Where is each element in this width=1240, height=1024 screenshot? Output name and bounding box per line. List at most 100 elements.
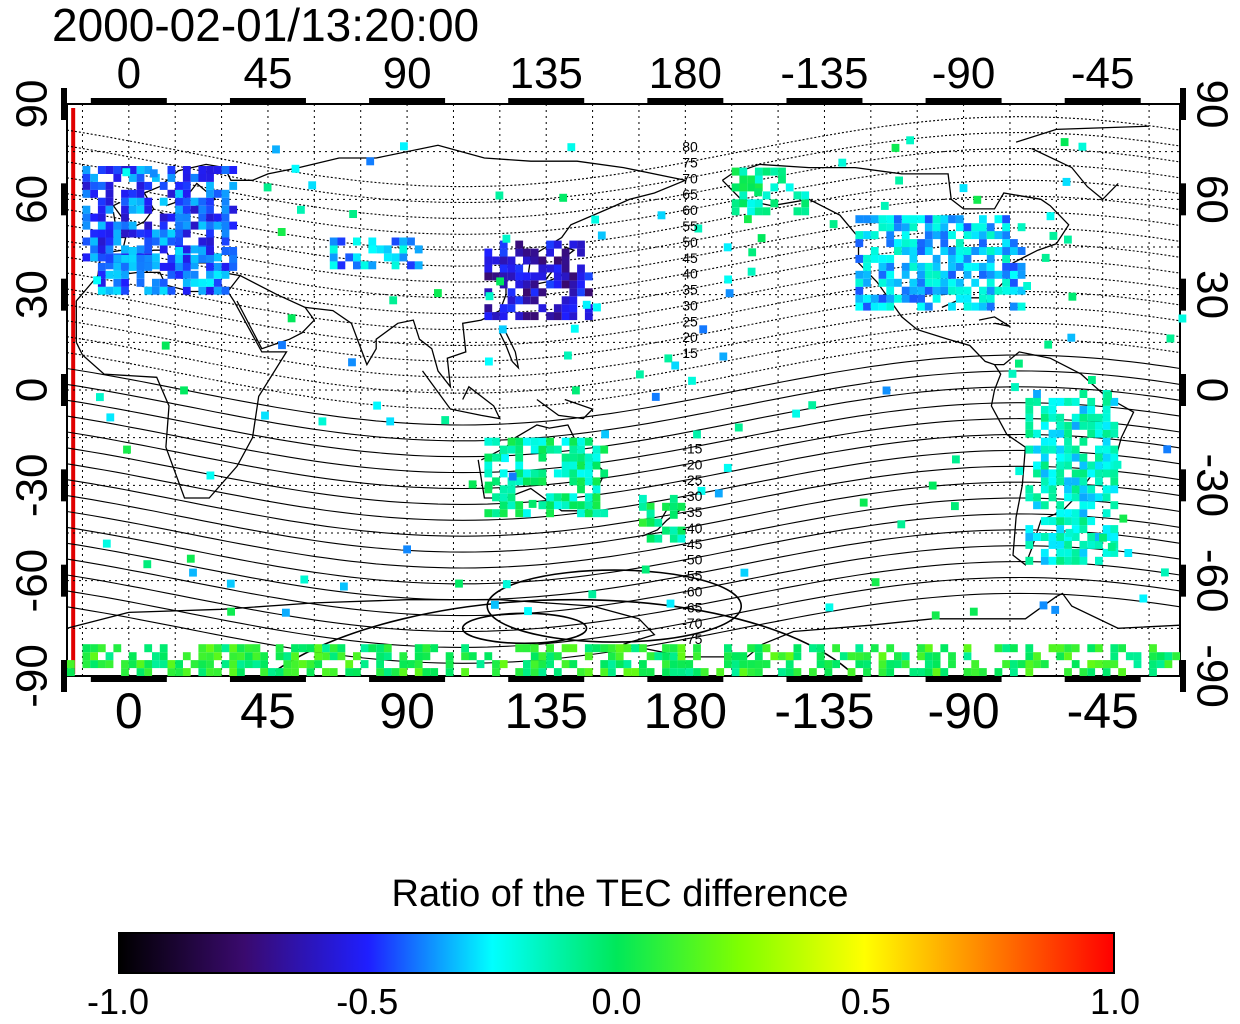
- tec-cell: [785, 668, 794, 677]
- tec-cell: [1017, 660, 1026, 669]
- tec-cell: [1071, 445, 1080, 454]
- tec-cell: [105, 229, 114, 238]
- tec-cell: [909, 294, 918, 303]
- tec-cell: [523, 668, 531, 677]
- tec-cell: [1056, 533, 1065, 541]
- tec-cell: [221, 262, 230, 271]
- tec-cell: [754, 652, 763, 661]
- tec-cell: [924, 247, 933, 255]
- tec-cell: [90, 253, 98, 262]
- contour-label: 60: [682, 202, 698, 218]
- tec-cell: [136, 189, 145, 198]
- tec-cell: [206, 254, 214, 263]
- tec-cell: [855, 215, 864, 224]
- tec-cell: [979, 247, 987, 255]
- tec-cell: [182, 245, 191, 254]
- tec-cell: [917, 302, 925, 311]
- tec-cell: [639, 644, 647, 653]
- tec-cell: [577, 477, 585, 486]
- tec-cell: [261, 411, 269, 420]
- tec-cell: [499, 501, 508, 510]
- tec-cell: [553, 652, 562, 661]
- tec-cell: [948, 215, 956, 224]
- tec-cell: [855, 294, 864, 303]
- tec-cell: [880, 201, 889, 210]
- tec-cell: [979, 286, 987, 295]
- tec-cell: [530, 668, 539, 677]
- tec-cell: [1099, 533, 1107, 542]
- tec-cell: [306, 644, 315, 653]
- tec-cell: [1033, 501, 1041, 510]
- tec-cell: [376, 660, 384, 669]
- tec-cell: [1040, 660, 1049, 669]
- tec-cell: [523, 660, 531, 669]
- tec-cell: [592, 453, 601, 462]
- tec-cell: [523, 644, 531, 653]
- axis-labels: 0 45 90 135 180 -135 -90 -450 45 90 135 180 -135 -90-…: [8, 49, 1237, 739]
- bottom-tick-bar: [647, 676, 724, 682]
- tec-cell: [1156, 660, 1165, 669]
- tec-cell: [82, 237, 91, 246]
- tec-cell: [1040, 421, 1049, 430]
- tec-cell: [337, 652, 346, 661]
- tec-cell: [1110, 469, 1119, 478]
- tec-cell: [121, 189, 129, 198]
- tec-cell: [631, 644, 639, 653]
- tec-cell: [93, 276, 101, 285]
- tec-cell: [407, 660, 415, 669]
- tec-cell: [1079, 461, 1088, 470]
- tec-cell: [414, 644, 423, 653]
- tec-cell: [564, 351, 572, 360]
- tec-cell: [1056, 445, 1065, 454]
- tec-cell: [931, 611, 940, 620]
- tec-cell: [260, 652, 268, 661]
- tec-cell: [105, 270, 114, 279]
- contour-label: 75: [682, 154, 698, 170]
- tec-cell: [229, 668, 238, 677]
- tec-cell: [1040, 405, 1049, 414]
- tec-cell: [714, 489, 723, 498]
- tec-cell: [1095, 540, 1103, 549]
- tec-cell: [757, 234, 766, 243]
- tec-cell: [731, 660, 740, 669]
- tec-cell: [90, 652, 98, 661]
- tec-cell: [399, 660, 408, 669]
- tec-cell: [940, 247, 949, 255]
- tec-cell: [894, 223, 902, 232]
- contour-line: [66, 433, 1181, 505]
- tec-cell: [1110, 453, 1119, 462]
- tec-cell: [291, 668, 299, 677]
- tec-cell: [895, 176, 903, 185]
- tec-cell: [677, 660, 686, 669]
- tec-cell: [213, 221, 222, 230]
- tec-cell: [863, 668, 871, 677]
- tec-cell: [97, 237, 106, 246]
- tec-cell: [221, 286, 230, 295]
- contour-line: [66, 370, 1181, 442]
- contour-line: [66, 497, 1181, 569]
- tec-cell: [855, 270, 864, 279]
- tec-map: 8075706560555045403530252015-15-20-25-30…: [8, 49, 1237, 739]
- tec-cell: [855, 302, 864, 311]
- tec-cell: [1025, 556, 1034, 565]
- tec-cell: [190, 261, 199, 270]
- tec-cell: [870, 294, 879, 303]
- tec-cell: [90, 660, 98, 669]
- tec-cell: [677, 502, 686, 511]
- tec-cell: [121, 213, 129, 222]
- tec-cell: [1062, 177, 1071, 186]
- tec-cell: [159, 245, 168, 254]
- tec-cell: [300, 575, 309, 584]
- tec-cell: [878, 270, 887, 279]
- tec-cell: [1056, 548, 1065, 557]
- tec-cell: [855, 231, 864, 240]
- tec-cell: [221, 644, 230, 653]
- tec-cell: [515, 296, 524, 305]
- tec-cell: [144, 262, 153, 271]
- tec-cell: [515, 264, 524, 273]
- tec-cell: [182, 278, 191, 287]
- tec-cell: [144, 205, 153, 214]
- tec-cell: [308, 181, 317, 190]
- colorbar: [118, 932, 1115, 974]
- tec-cell: [484, 437, 493, 446]
